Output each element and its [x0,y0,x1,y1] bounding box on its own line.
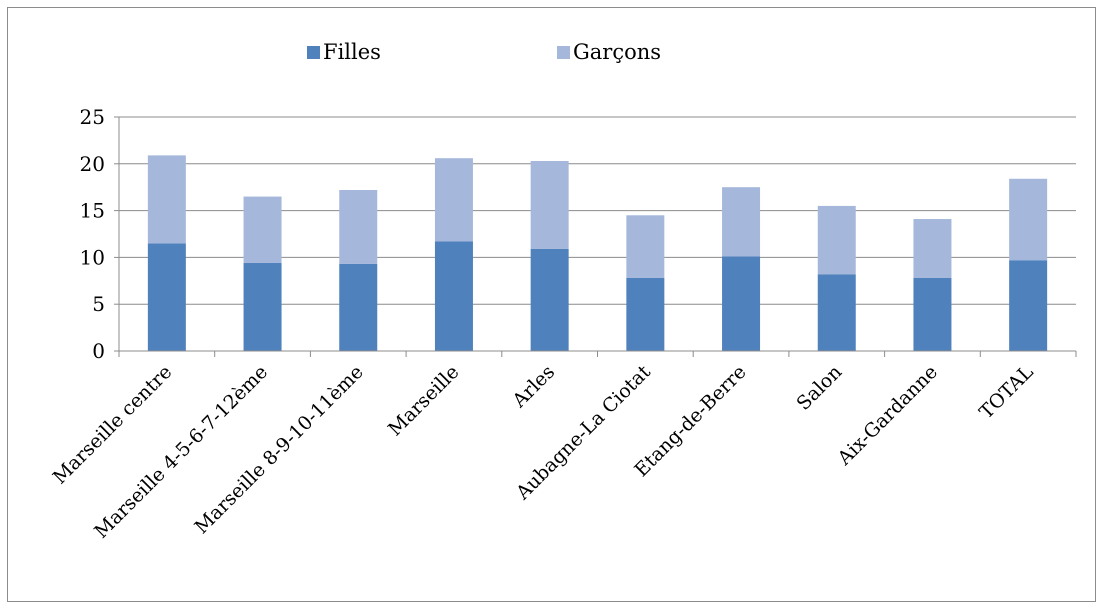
x-category-label: Aix-Gardanne [833,361,942,470]
bar-filles [243,263,282,351]
bar-filles [817,274,856,351]
bar-filles [626,277,665,351]
x-category-label: Arles [508,361,560,413]
bar-filles [147,243,186,351]
y-tick-label: 0 [92,339,105,363]
y-tick-label: 25 [80,105,105,129]
bar-garcons [339,190,378,264]
y-tick-label: 20 [80,152,105,176]
bar-garcons [626,215,665,278]
x-category-label: Salon [792,361,846,415]
x-category-label: Marseille 4-5-6-7-12ème [90,361,272,543]
bar-garcons [1009,178,1048,261]
y-tick-label: 5 [92,292,105,316]
bar-garcons [530,160,569,249]
bar-filles [913,277,952,351]
bar-garcons [913,219,952,278]
bar-garcons [434,158,473,242]
bar-garcons [147,155,186,244]
bar-garcons [817,205,856,275]
bar-garcons [722,187,761,257]
bar-garcons [243,196,282,264]
bar-filles [434,241,473,351]
bar-filles [530,248,569,351]
y-tick-label: 15 [80,199,105,223]
bar-filles [339,263,378,351]
bar-filles [722,256,761,351]
x-category-label: Marseille [384,361,463,440]
x-category-label: TOTAL [975,361,1038,424]
y-tick-label: 10 [80,245,105,269]
x-category-label: Marseille 8-9-10-11ème [191,361,368,538]
bar-filles [1009,260,1048,351]
